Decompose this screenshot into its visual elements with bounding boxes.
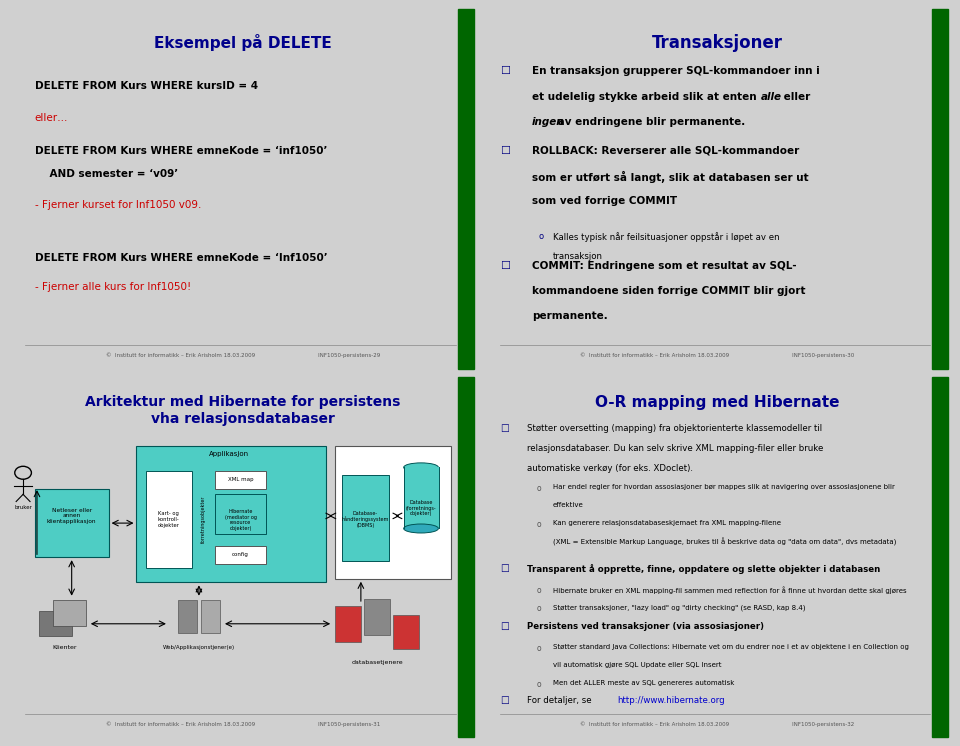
Text: DELETE FROM Kurs WHERE kursID = 4: DELETE FROM Kurs WHERE kursID = 4 (35, 81, 258, 91)
Bar (35, 489, 108, 557)
Text: http://www.hibernate.org: http://www.hibernate.org (617, 696, 725, 705)
Text: DELETE FROM Kurs WHERE emneKode = ‘Inf1050’: DELETE FROM Kurs WHERE emneKode = ‘Inf10… (35, 254, 327, 263)
Text: relasjonsdatabaser. Du kan selv skrive XML mapping-filer eller bruke: relasjonsdatabaser. Du kan selv skrive X… (527, 444, 824, 453)
Text: eller…: eller… (35, 113, 68, 123)
Bar (932, 377, 948, 737)
Text: Transparent å opprette, finne, oppdatere og slette objekter i databasen: Transparent å opprette, finne, oppdatere… (527, 565, 880, 574)
Text: Database
(forretnings-
objekter): Database (forretnings- objekter) (406, 500, 437, 516)
Text: ☐: ☐ (499, 424, 509, 434)
Text: ☐: ☐ (499, 145, 510, 156)
Text: For detaljer, se: For detaljer, se (527, 696, 595, 705)
Bar (932, 9, 948, 369)
Text: ©  Institutt for informatikk – Erik Arisholm 18.03.2009                         : © Institutt for informatikk – Erik Arish… (106, 352, 380, 358)
Text: av endringene blir permanente.: av endringene blir permanente. (554, 117, 746, 127)
Text: databasetjenere: databasetjenere (351, 659, 403, 665)
Text: o: o (537, 604, 541, 613)
Text: ☐: ☐ (499, 696, 509, 706)
Text: ©  Institutt for informatikk – Erik Arisholm 18.03.2009                         : © Institutt for informatikk – Erik Arish… (580, 721, 854, 727)
Bar (364, 598, 390, 635)
Bar (215, 547, 266, 565)
Text: effektive: effektive (553, 501, 584, 507)
Text: kommandoene siden forrige COMMIT blir gjort: kommandoene siden forrige COMMIT blir gj… (532, 286, 805, 296)
Text: Transaksjoner: Transaksjoner (652, 34, 782, 52)
Ellipse shape (403, 524, 439, 533)
Text: ROLLBACK: Reverserer alle SQL-kommandoer: ROLLBACK: Reverserer alle SQL-kommandoer (532, 145, 800, 156)
Text: AND semester = ‘v09’: AND semester = ‘v09’ (35, 169, 178, 179)
Text: alle: alle (761, 92, 782, 101)
Text: - Fjerner alle kurs for Inf1050!: - Fjerner alle kurs for Inf1050! (35, 282, 191, 292)
Text: ©  Institutt for informatikk – Erik Arisholm 18.03.2009                         : © Institutt for informatikk – Erik Arish… (580, 352, 854, 358)
Bar (335, 606, 361, 642)
Text: Hibernate bruker en XML mapping-fil sammen med reflection for å finne ut hvordan: Hibernate bruker en XML mapping-fil samm… (553, 586, 906, 594)
Bar (136, 446, 326, 583)
Bar (215, 495, 266, 534)
Text: o: o (537, 586, 541, 595)
Bar (179, 601, 197, 633)
Bar (53, 601, 85, 626)
Bar (394, 615, 419, 649)
Ellipse shape (403, 463, 439, 472)
Text: permanente.: permanente. (532, 311, 608, 321)
Text: XML map: XML map (228, 477, 253, 482)
Text: config: config (232, 552, 249, 557)
Text: Web/Applikasjonstjener(e): Web/Applikasjonstjener(e) (163, 645, 235, 651)
Text: Kan generere relasjonsdatabaseskjemaet fra XML mapping-filene: Kan generere relasjonsdatabaseskjemaet f… (553, 519, 780, 525)
Text: ☐: ☐ (499, 565, 509, 574)
Text: o: o (537, 519, 541, 528)
Text: Støtter oversetting (mapping) fra objektorienterte klassemodeller til: Støtter oversetting (mapping) fra objekt… (527, 424, 823, 433)
Bar (458, 377, 474, 737)
Text: som er utført så langt, slik at databasen ser ut: som er utført så langt, slik at database… (532, 171, 808, 183)
Text: vil automatisk gjøre SQL Update eller SQL Insert: vil automatisk gjøre SQL Update eller SQ… (553, 662, 721, 668)
Text: o: o (537, 644, 541, 653)
Text: Eksempel på DELETE: Eksempel på DELETE (154, 34, 332, 51)
Text: automatiske verkøy (for eks. XDoclet).: automatiske verkøy (for eks. XDoclet). (527, 464, 693, 473)
Text: o: o (537, 483, 541, 492)
Text: Støtter transaksjoner, "lazy load" og "dirty checking" (se RASD, kap 8.4): Støtter transaksjoner, "lazy load" og "d… (553, 604, 805, 610)
Text: Database-
håndteringssystem
(DBMS): Database- håndteringssystem (DBMS) (342, 510, 389, 528)
Text: et udelelig stykke arbeid slik at enten: et udelelig stykke arbeid slik at enten (532, 92, 760, 101)
Text: Persistens ved transaksjoner (via assosiasjoner): Persistens ved transaksjoner (via assosi… (527, 622, 764, 631)
Text: O-R mapping med Hibernate: O-R mapping med Hibernate (595, 395, 839, 410)
Text: ☐: ☐ (499, 260, 510, 271)
Text: (XML = Extensible Markup Language, brukes til å beskrive data og "data om data",: (XML = Extensible Markup Language, bruke… (553, 537, 897, 545)
Text: Arkitektur med Hibernate for persistens
vha relasjonsdatabaser: Arkitektur med Hibernate for persistens … (85, 395, 400, 426)
Text: forretningsobjekter: forretningsobjekter (201, 496, 206, 543)
Text: ☐: ☐ (499, 622, 509, 632)
Bar (404, 467, 439, 528)
Text: bruker: bruker (14, 505, 32, 510)
Text: Klienter: Klienter (53, 645, 77, 651)
Bar (335, 446, 451, 579)
Text: Kalles typisk når feilsituasjoner oppstår i løpet av en: Kalles typisk når feilsituasjoner oppstå… (553, 232, 780, 242)
Text: Applikasjon: Applikasjon (209, 451, 249, 457)
Bar (215, 471, 266, 489)
Text: Men det ALLER meste av SQL genereres automatisk: Men det ALLER meste av SQL genereres aut… (553, 680, 734, 686)
Text: COMMIT: Endringene som et resultat av SQL-: COMMIT: Endringene som et resultat av SQ… (532, 260, 797, 271)
Bar (202, 601, 220, 633)
Text: Kart- og
kontroll-
objekter: Kart- og kontroll- objekter (157, 511, 180, 528)
Text: o: o (539, 232, 544, 241)
Text: ☐: ☐ (499, 66, 510, 77)
Text: o: o (537, 680, 541, 689)
Text: eller: eller (780, 92, 810, 101)
Bar (343, 474, 389, 561)
Text: transaksjon: transaksjon (553, 251, 603, 260)
Text: - Fjerner kurset for Inf1050 v09.: - Fjerner kurset for Inf1050 v09. (35, 199, 201, 210)
Text: DELETE FROM Kurs WHERE emneKode = ‘inf1050’: DELETE FROM Kurs WHERE emneKode = ‘inf10… (35, 145, 327, 156)
Text: Støtter standard Java Collections: Hibernate vet om du endrer noe i et av objekt: Støtter standard Java Collections: Hiber… (553, 644, 909, 650)
Bar (39, 611, 72, 636)
Text: ingen: ingen (532, 117, 564, 127)
Bar (146, 471, 192, 568)
Bar (458, 9, 474, 369)
Text: som ved forrige COMMIT: som ved forrige COMMIT (532, 196, 677, 206)
Text: Netleser eller
annen
klientapplikasjon: Netleser eller annen klientapplikasjon (47, 507, 96, 524)
Text: Hibernate
(mediator og
resource
objekter): Hibernate (mediator og resource objekter… (225, 509, 256, 531)
Text: ©  Institutt for informatikk – Erik Arisholm 18.03.2009                         : © Institutt for informatikk – Erik Arish… (106, 721, 380, 727)
Text: En transaksjon grupperer SQL-kommandoer inn i: En transaksjon grupperer SQL-kommandoer … (532, 66, 820, 77)
Text: Har endel regler for hvordan assosiasjoner bør mappes slik at navigering over as: Har endel regler for hvordan assosiasjon… (553, 483, 895, 489)
